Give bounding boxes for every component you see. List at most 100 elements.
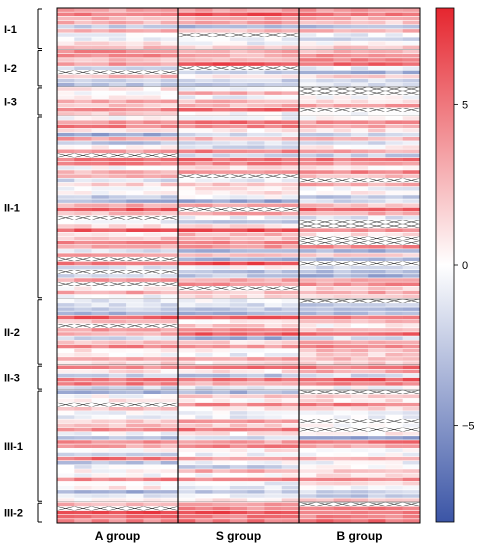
missing-cell-mark bbox=[333, 261, 351, 266]
heatmap-cell bbox=[108, 327, 127, 333]
missing-cell-mark bbox=[108, 269, 127, 275]
heatmap-cell bbox=[299, 20, 317, 25]
heatmap-cell bbox=[160, 390, 179, 395]
heatmap-cell bbox=[299, 215, 317, 221]
missing-cell-mark bbox=[298, 240, 317, 245]
missing-cell-mark bbox=[333, 219, 351, 225]
heatmap-cell bbox=[350, 128, 369, 133]
heatmap-cell bbox=[108, 365, 127, 370]
heatmap-cell bbox=[57, 489, 75, 495]
heatmap-cell bbox=[385, 211, 403, 216]
heatmap-cell bbox=[143, 385, 161, 391]
heatmap-cell bbox=[160, 174, 179, 179]
heatmap-cell bbox=[160, 385, 179, 391]
heatmap-cell bbox=[333, 481, 352, 486]
heatmap-cell bbox=[126, 444, 144, 449]
heatmap-cell bbox=[247, 460, 265, 466]
heatmap-cell bbox=[57, 174, 75, 179]
heatmap-cell bbox=[108, 385, 127, 391]
heatmap-cell bbox=[160, 469, 179, 474]
heatmap-cell bbox=[385, 506, 403, 511]
heatmap-cell bbox=[91, 377, 110, 382]
heatmap-cell bbox=[212, 145, 231, 150]
heatmap-cell bbox=[385, 398, 403, 403]
heatmap-cell bbox=[126, 265, 144, 270]
heatmap-cell bbox=[350, 377, 369, 382]
heatmap-cell bbox=[229, 373, 248, 378]
heatmap-cell bbox=[108, 510, 127, 515]
heatmap-cell bbox=[316, 16, 334, 21]
heatmap-cell bbox=[229, 469, 248, 474]
heatmap-cell bbox=[57, 352, 75, 358]
heatmap-cell bbox=[108, 502, 127, 507]
heatmap-cell bbox=[108, 373, 127, 378]
heatmap-cell bbox=[299, 506, 317, 511]
heatmap-cell bbox=[316, 149, 334, 154]
heatmap-cell bbox=[264, 128, 282, 133]
heatmap-cell bbox=[229, 336, 248, 341]
heatmap-cell bbox=[402, 282, 421, 287]
heatmap-cell bbox=[350, 365, 369, 370]
heatmap-cell bbox=[143, 448, 161, 453]
heatmap-cell bbox=[247, 361, 265, 366]
missing-cell-mark bbox=[56, 153, 75, 158]
heatmap-cell bbox=[316, 431, 334, 436]
heatmap-cell bbox=[247, 182, 265, 187]
heatmap-cell bbox=[91, 448, 110, 453]
heatmap-cell bbox=[281, 423, 300, 428]
heatmap-cell bbox=[281, 419, 300, 424]
column-group-label: S group bbox=[216, 529, 261, 543]
heatmap-cell bbox=[143, 169, 161, 175]
heatmap-cell bbox=[350, 456, 369, 461]
heatmap-cell bbox=[143, 16, 161, 21]
heatmap-cell bbox=[316, 323, 334, 328]
heatmap-cell bbox=[350, 41, 369, 46]
heatmap-cell bbox=[178, 444, 196, 449]
heatmap-cell bbox=[91, 124, 110, 129]
heatmap-cell bbox=[385, 32, 403, 38]
missing-cell-mark bbox=[56, 506, 75, 511]
heatmap-cell bbox=[212, 298, 231, 304]
heatmap-cell bbox=[264, 111, 282, 117]
heatmap-cell bbox=[126, 207, 144, 212]
heatmap-cell bbox=[195, 124, 213, 129]
heatmap-cell bbox=[108, 74, 127, 79]
heatmap-cell bbox=[160, 41, 179, 46]
heatmap-cell bbox=[281, 49, 300, 54]
missing-cell-mark bbox=[56, 402, 75, 407]
heatmap-cell bbox=[160, 477, 179, 482]
heatmap-cell bbox=[160, 178, 179, 183]
heatmap-cell bbox=[143, 423, 161, 428]
heatmap-cell bbox=[74, 232, 92, 237]
heatmap-cell bbox=[350, 431, 369, 436]
heatmap-cell bbox=[74, 140, 92, 146]
heatmap-cell bbox=[402, 169, 421, 175]
heatmap-cell bbox=[178, 28, 196, 34]
heatmap-cell bbox=[143, 128, 161, 133]
heatmap-cell bbox=[57, 373, 75, 378]
heatmap-cell bbox=[333, 228, 352, 233]
missing-cell-mark bbox=[333, 418, 351, 424]
heatmap-cell bbox=[368, 456, 386, 461]
heatmap-cell bbox=[385, 410, 403, 416]
heatmap-cell bbox=[402, 348, 421, 353]
heatmap-cell bbox=[57, 66, 75, 71]
heatmap-cell bbox=[385, 37, 403, 42]
heatmap-cell bbox=[316, 423, 334, 428]
heatmap-cell bbox=[402, 78, 421, 83]
heatmap-cell bbox=[108, 12, 127, 17]
heatmap-cell bbox=[195, 182, 213, 187]
heatmap-cell bbox=[229, 16, 248, 21]
heatmap-cell bbox=[385, 253, 403, 258]
heatmap-cell bbox=[350, 402, 369, 407]
heatmap-cell bbox=[385, 369, 403, 374]
missing-cell-mark bbox=[402, 107, 421, 113]
heatmap-cell bbox=[333, 165, 352, 171]
missing-cell-mark bbox=[402, 219, 421, 225]
heatmap-cell bbox=[91, 369, 110, 374]
heatmap-cell bbox=[57, 277, 75, 283]
heatmap-cell bbox=[57, 124, 75, 129]
heatmap-cell bbox=[74, 298, 92, 304]
heatmap-cell bbox=[143, 302, 161, 308]
heatmap-cell bbox=[160, 261, 179, 266]
